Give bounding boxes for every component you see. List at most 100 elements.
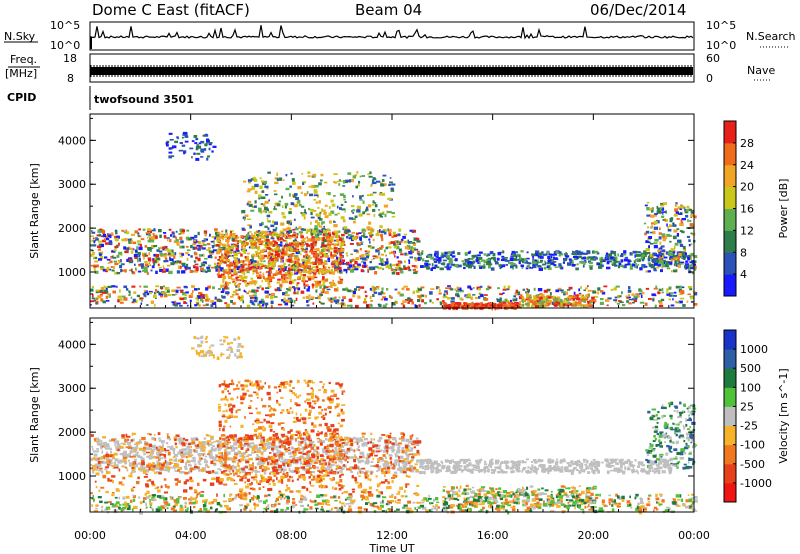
scatter-cell [260, 275, 263, 277]
scatter-cell [370, 465, 375, 468]
scatter-cell [151, 244, 155, 249]
scatter-cell [340, 203, 344, 207]
scatter-cell [396, 272, 400, 275]
scatter-cell [229, 261, 233, 266]
scatter-cell [321, 448, 326, 451]
scatter-cell [382, 450, 387, 453]
scatter-cell [584, 296, 588, 299]
scatter-cell [548, 296, 552, 298]
scatter-cell [254, 241, 258, 244]
scatter-cell [669, 224, 672, 228]
scatter-cell [533, 295, 538, 299]
scatter-cell [483, 263, 486, 266]
scatter-cell [281, 452, 286, 456]
scatter-cell [473, 255, 476, 258]
scatter-cell [213, 244, 218, 247]
scatter-cell [494, 307, 497, 311]
scatter-cell [380, 236, 383, 240]
scatter-cell [251, 233, 253, 236]
scatter-cell [322, 276, 325, 280]
scatter-cell [93, 467, 96, 469]
scatter-cell [346, 230, 351, 233]
scatter-cell [280, 249, 284, 252]
scatter-cell [646, 207, 650, 211]
scatter-cell [484, 298, 489, 301]
scatter-cell [221, 243, 226, 247]
scatter-cell [469, 288, 473, 291]
scatter-cell [318, 271, 321, 275]
scatter-cell [444, 251, 448, 255]
scatter-cell [262, 248, 267, 251]
scatter-cell [186, 445, 191, 449]
scatter-cell [117, 260, 121, 262]
scatter-cell [442, 259, 447, 262]
scatter-cell [311, 229, 316, 233]
sky-right-tick-top: 10^5 [706, 19, 736, 32]
scatter-cell [319, 232, 323, 236]
scatter-cell [285, 248, 290, 252]
scatter-cell [304, 442, 307, 446]
scatter-cell [210, 240, 214, 243]
scatter-cell [285, 272, 289, 275]
scatter-cell [562, 261, 565, 264]
scatter-cell [394, 266, 399, 269]
colorbar-tick-label: 4 [740, 268, 747, 281]
scatter-cell [203, 253, 205, 257]
scatter-cell [553, 256, 555, 260]
scatter-cell [209, 449, 213, 452]
scatter-cell [252, 176, 256, 180]
scatter-cell [334, 266, 337, 269]
scatter-cell [164, 246, 167, 249]
scatter-cell [216, 244, 221, 246]
scatter-cell [144, 254, 147, 257]
scatter-cell [484, 306, 489, 309]
scatter-cell [159, 234, 162, 239]
scatter-cell [369, 267, 373, 271]
scatter-cell [329, 239, 334, 243]
scatter-cell [97, 443, 100, 446]
scatter-cell [691, 260, 695, 263]
scatter-cell [344, 210, 346, 213]
scatter-cell [391, 437, 397, 441]
scatter-cell [258, 194, 262, 197]
scatter-cell [98, 252, 103, 256]
scatter-cell [169, 238, 172, 243]
scatter-cell [382, 174, 387, 177]
scatter-cell [333, 249, 335, 253]
scatter-cell [372, 177, 376, 180]
scatter-cell [300, 290, 305, 294]
scatter-cell [126, 441, 131, 445]
scatter-cell [546, 288, 551, 292]
scatter-cell [346, 236, 349, 239]
scatter-cell [158, 250, 163, 253]
scatter-cell [411, 301, 414, 305]
scatter-cell [90, 304, 92, 306]
scatter-cell [371, 179, 375, 183]
scatter-cell [418, 304, 421, 307]
scatter-cell [371, 258, 373, 261]
scatter-cell [546, 301, 551, 305]
scatter-cell [542, 263, 546, 266]
scatter-cell [253, 246, 257, 249]
scatter-cell [165, 291, 170, 294]
scatter-cell [411, 265, 416, 267]
scatter-cell [535, 250, 539, 253]
scatter-cell [285, 246, 290, 250]
scatter-cell [366, 226, 371, 230]
scatter-cell [327, 246, 330, 250]
scatter-cell [210, 304, 214, 307]
scatter-cell [534, 264, 539, 266]
scatter-cell [222, 288, 225, 292]
scatter-cell [246, 218, 251, 220]
scatter-cell [543, 289, 548, 293]
scatter-cell [606, 256, 610, 259]
scatter-cell [303, 286, 306, 290]
scatter-cell [144, 245, 148, 248]
scatter-cell [379, 225, 383, 229]
scatter-cell [315, 237, 318, 241]
scatter-cell [222, 279, 225, 281]
scatter-cell [527, 289, 530, 293]
scatter-cell [107, 285, 112, 288]
scatter-cell [255, 238, 259, 241]
scatter-cell [210, 256, 213, 259]
